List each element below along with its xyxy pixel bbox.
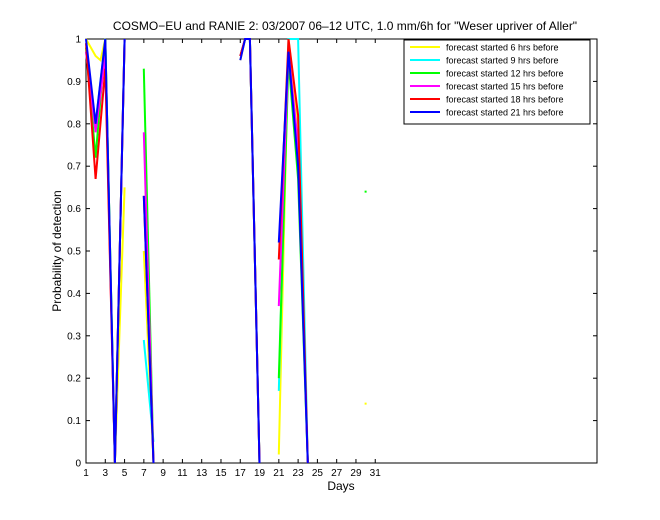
series-line: [239, 38, 261, 464]
y-tick-label: 0.9: [67, 77, 81, 88]
x-tick-label: 3: [103, 468, 109, 479]
x-tick-label: 15: [215, 468, 227, 479]
legend-label: forecast started 6 hrs before: [446, 43, 559, 53]
x-axis-label: Days: [327, 479, 354, 493]
x-tick-label: 11: [177, 468, 188, 479]
x-tick-label: 25: [312, 468, 324, 479]
y-tick-label: 0.5: [67, 247, 81, 258]
y-tick-label: 0.4: [67, 289, 81, 300]
y-axis: 0 0.1 0.2 0.3 0.4 0.5 0.6 0.7 0.8 0.9 1: [67, 35, 597, 470]
legend-label: forecast started 18 hrs before: [446, 95, 564, 105]
x-axis: 1 3 5 7 9 11 13 15 17 19 21 23 25 27 29 31: [83, 39, 381, 479]
x-tick-label: 5: [122, 468, 128, 479]
y-tick-label: 0.1: [67, 416, 81, 427]
x-tick-label: 1: [83, 468, 89, 479]
series-point: [364, 190, 367, 193]
legend-label: forecast started 21 hrs before: [446, 108, 564, 118]
legend-label: forecast started 9 hrs before: [446, 56, 559, 66]
y-tick-label: 0: [75, 459, 81, 470]
x-tick-label: 21: [273, 468, 285, 479]
y-axis-label: Probability of detection: [50, 190, 64, 311]
x-tick-label: 23: [293, 468, 305, 479]
x-tick-label: 31: [370, 468, 382, 479]
series-line: [85, 38, 126, 464]
x-tick-label: 7: [141, 468, 147, 479]
legend-box: [403, 39, 591, 125]
x-tick-label: 9: [160, 468, 166, 479]
series-layer: [85, 38, 367, 464]
y-tick-label: 1: [75, 35, 81, 46]
series-line: [142, 195, 155, 464]
y-tick-label: 0.3: [67, 331, 81, 342]
legend-label: forecast started 12 hrs before: [446, 69, 564, 79]
x-tick-label: 29: [350, 468, 362, 479]
chart-title: COSMO−EU and RANIE 2: 03/2007 06–12 UTC,…: [113, 19, 577, 33]
x-tick-label: 19: [254, 468, 266, 479]
legend: forecast started 6 hrs before forecast st…: [403, 39, 591, 125]
y-tick-label: 0.2: [67, 374, 81, 385]
x-tick-label: 27: [331, 468, 343, 479]
y-tick-label: 0.8: [67, 119, 81, 130]
y-tick-label: 0.6: [67, 204, 81, 215]
series-line: [277, 51, 309, 464]
x-tick-label: 17: [235, 468, 247, 479]
y-tick-label: 0.7: [67, 162, 81, 173]
legend-label: forecast started 15 hrs before: [446, 82, 564, 92]
x-tick-label: 13: [196, 468, 208, 479]
series-point: [364, 402, 367, 405]
series-group: [85, 38, 309, 464]
